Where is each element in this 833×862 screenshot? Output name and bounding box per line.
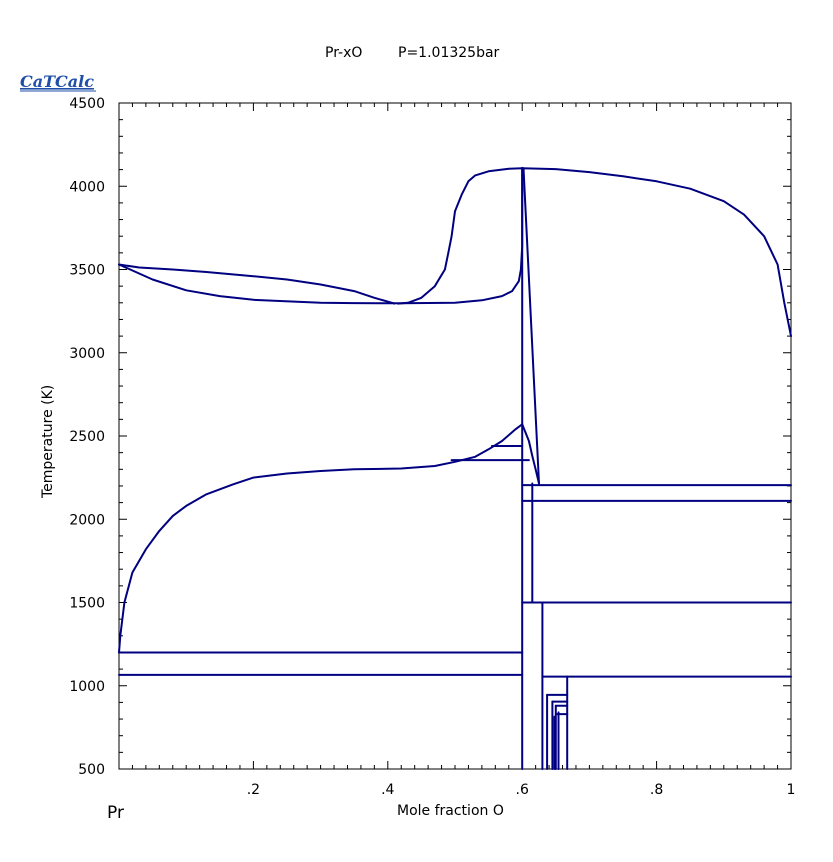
phase-boundary-2: [118, 166, 524, 305]
y-tick-label: 2000: [69, 512, 105, 528]
chart-title-system: Pr-xO: [325, 45, 362, 61]
x-tick-label: .2: [247, 782, 260, 798]
x-tick-label: 1: [787, 782, 796, 798]
y-tick-label: 1500: [69, 596, 105, 612]
catcalc-logo: CaTCalc: [20, 72, 94, 91]
y-tick-label: 3500: [69, 263, 105, 279]
phase-boundary-1: [118, 263, 396, 305]
x-axis-label: Mole fraction O: [397, 803, 504, 819]
phase-boundary-3: [396, 167, 792, 338]
y-tick-label: 4000: [69, 179, 105, 195]
y-axis-label: Temperature (K): [40, 385, 56, 499]
phase-boundary-4: [118, 423, 524, 654]
x-tick-label: .4: [381, 782, 394, 798]
plot-frame: [118, 102, 792, 770]
y-tick-label: 2500: [69, 429, 105, 445]
phase-boundary-5: [521, 423, 540, 485]
y-tick-label: 4500: [69, 96, 105, 112]
x-axis-origin-element-label: Pr: [107, 803, 124, 823]
chart-title-pressure: P=1.01325bar: [398, 45, 500, 61]
axis-ticks: 500 1000 1500 2000 2500 3000 3500 4000 4500 .2 .4.…: [69, 96, 795, 798]
y-tick-label: 3000: [69, 346, 105, 362]
y-tick-label: 1000: [69, 679, 105, 695]
phase-boundary-6: [522, 167, 540, 485]
x-tick-label: .8: [650, 782, 663, 798]
phase-boundaries: [118, 166, 792, 770]
y-tick-label: 500: [78, 762, 105, 778]
x-tick-label: .6: [516, 782, 529, 798]
